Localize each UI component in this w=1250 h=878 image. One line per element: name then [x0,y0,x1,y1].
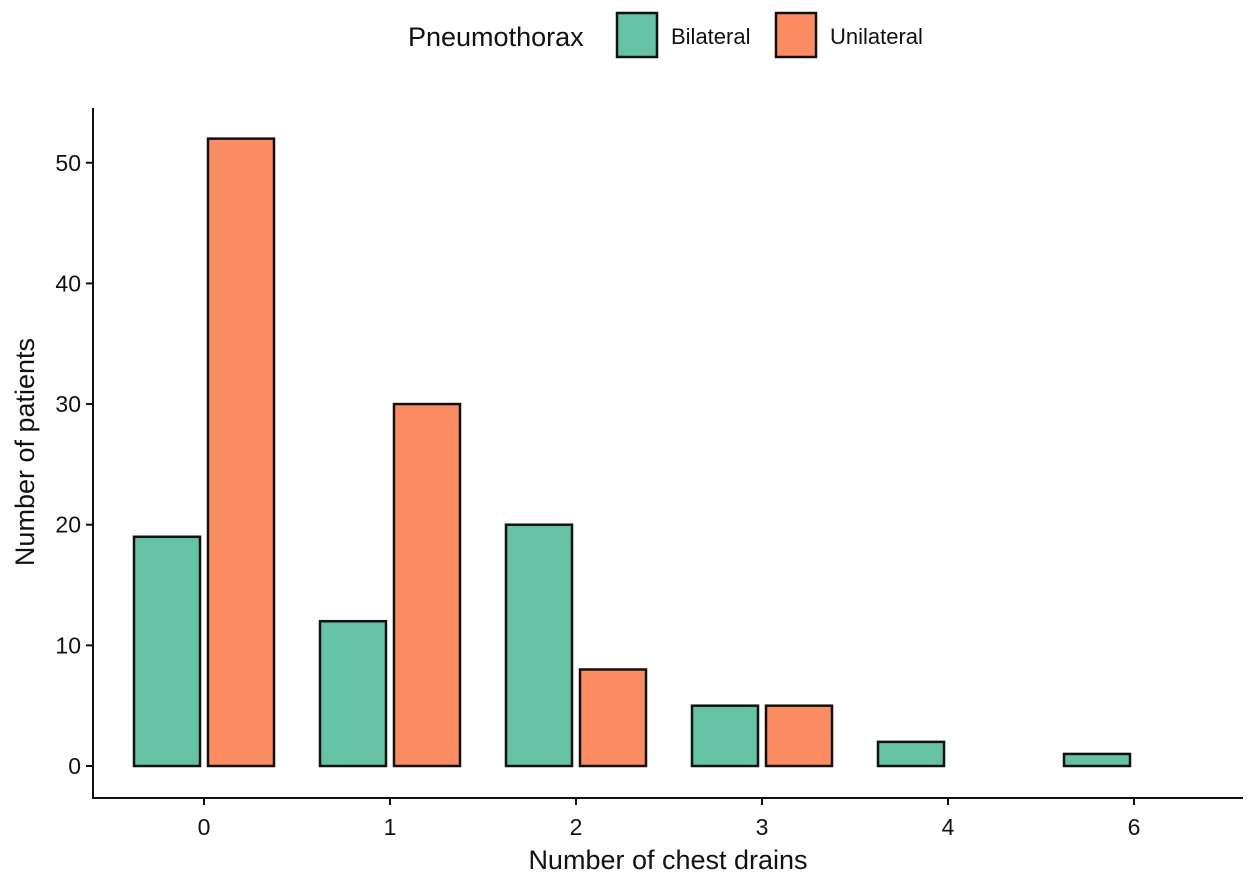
y-axis-title: Number of patients [10,338,40,566]
bar-bilateral-0 [132,535,202,768]
y-axis-ticks: 0 10 20 30 40 50 [55,150,93,779]
bar-unilateral-0 [206,137,276,768]
y-tick-label: 30 [55,391,81,417]
bars [132,137,1132,768]
x-tick-label: 3 [756,814,769,840]
x-tick-label: 6 [1128,814,1141,840]
x-axis-ticks: 0 1 2 3 4 6 [198,798,1141,840]
legend-swatch-bilateral [615,11,659,59]
bar-bilateral-6 [1062,752,1132,768]
y-tick-label: 20 [55,512,81,538]
bar-unilateral-3 [764,704,834,768]
legend-label-bilateral: Bilateral [671,24,750,49]
legend: Pneumothorax Bilateral Unilateral [408,11,923,59]
bar-unilateral-2 [578,668,648,768]
y-tick-label: 10 [55,632,81,658]
y-tick-label: 0 [68,753,81,779]
bar-unilateral-1 [392,402,462,768]
y-tick-label: 40 [55,270,81,296]
bar-bilateral-4 [876,740,946,768]
bar-bilateral-2 [504,523,574,768]
x-tick-label: 1 [384,814,397,840]
x-axis-title: Number of chest drains [528,845,807,875]
legend-swatch-unilateral [774,11,818,59]
legend-label-unilateral: Unilateral [830,24,923,49]
bar-bilateral-3 [690,704,760,768]
x-tick-label: 2 [570,814,583,840]
legend-title: Pneumothorax [408,22,584,52]
x-tick-label: 0 [198,814,211,840]
x-tick-label: 4 [942,814,955,840]
y-tick-label: 50 [55,150,81,176]
bar-bilateral-1 [318,619,388,768]
